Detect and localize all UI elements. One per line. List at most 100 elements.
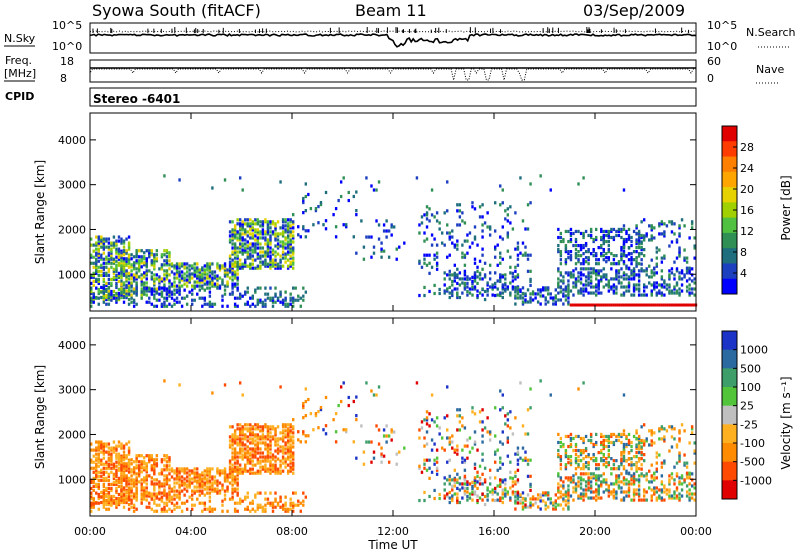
velocity-cell <box>650 429 653 433</box>
power-cell <box>678 226 681 230</box>
power-cell <box>281 240 285 244</box>
power-cell <box>562 281 565 285</box>
power-cell <box>572 293 575 297</box>
power-cell <box>90 255 93 259</box>
velocity-cell <box>458 428 462 432</box>
power-cell <box>616 303 619 307</box>
velocity-cell <box>655 490 658 494</box>
velocity-cell <box>259 471 262 475</box>
velocity-cell <box>163 474 166 478</box>
velocity-cell <box>120 464 123 468</box>
power-cell <box>640 245 643 250</box>
velocity-cell <box>559 503 563 507</box>
velocity-cell <box>579 496 583 500</box>
velocity-cell <box>284 465 287 469</box>
velocity-cell <box>175 473 179 477</box>
velocity-cell <box>206 491 209 495</box>
power-cell <box>236 246 239 250</box>
velocity-cell <box>271 425 275 429</box>
power-cell <box>589 271 593 275</box>
velocity-cell <box>191 493 194 497</box>
velocity-cell <box>544 501 547 505</box>
velocity-cell <box>228 469 232 473</box>
power-cell <box>322 223 325 227</box>
velocity-cell <box>130 488 133 492</box>
power-cell <box>203 298 207 302</box>
power-cell <box>595 258 598 262</box>
power-cell <box>125 257 128 261</box>
power-cell <box>241 188 244 192</box>
velocity-cell <box>191 469 194 473</box>
power-cell <box>100 263 103 267</box>
power-cell <box>491 283 494 287</box>
velocity-cell <box>249 471 252 475</box>
velocity-cell <box>668 425 671 429</box>
power-cell <box>642 293 646 297</box>
power-cell <box>690 267 694 271</box>
power-cell <box>355 213 358 217</box>
power-cell <box>231 228 234 232</box>
power-cell <box>143 292 146 296</box>
power-cell <box>342 223 345 227</box>
power-cell <box>678 248 681 252</box>
power-cell <box>600 279 603 283</box>
velocity-cell <box>471 490 474 494</box>
velocity-cell <box>529 482 532 486</box>
power-cell <box>196 276 199 280</box>
power-cell <box>97 296 100 300</box>
velocity-cell <box>494 434 497 438</box>
velocity-cell <box>241 441 244 445</box>
power-cell <box>110 292 113 296</box>
power-cell <box>567 229 570 234</box>
velocity-cell <box>185 479 189 483</box>
velocity-cell <box>115 500 118 505</box>
velocity-cell <box>446 414 449 418</box>
velocity-cell <box>97 501 100 505</box>
velocity-cell <box>97 486 100 491</box>
power-cell <box>102 239 106 243</box>
velocity-cell <box>143 456 146 460</box>
velocity-cell <box>574 459 578 463</box>
velocity-cell <box>600 450 603 455</box>
power-cell <box>595 227 598 232</box>
power-cell <box>680 269 684 273</box>
power-cell <box>435 211 439 215</box>
velocity-cell <box>476 494 479 498</box>
velocity-cell <box>122 488 126 492</box>
power-cell <box>640 303 643 307</box>
velocity-cell <box>292 465 295 469</box>
power-cell <box>231 284 234 288</box>
velocity-cell <box>238 467 242 471</box>
velocity-cell <box>347 395 350 400</box>
power-cell <box>448 285 451 290</box>
power-cell <box>355 251 358 255</box>
power-cell <box>223 264 227 268</box>
velocity-cell <box>90 442 93 446</box>
power-cell <box>435 263 439 267</box>
velocity-cell <box>238 463 242 467</box>
power-cell <box>286 250 290 254</box>
power-cell <box>115 285 118 290</box>
velocity-cell <box>130 462 133 466</box>
velocity-cell <box>276 425 280 429</box>
power-cell <box>271 232 275 236</box>
velocity-cell <box>584 434 588 439</box>
power-cell <box>132 298 136 302</box>
power-cell <box>435 243 439 247</box>
velocity-cell <box>274 431 277 435</box>
velocity-cell <box>201 481 204 485</box>
velocity-cell <box>645 437 648 441</box>
power-cell <box>471 281 474 286</box>
power-cell <box>231 236 234 240</box>
power-cell <box>120 263 123 267</box>
velocity-cell <box>201 473 204 477</box>
power-cell <box>145 286 148 290</box>
power-cell <box>286 258 290 262</box>
velocity-cell <box>635 465 638 469</box>
velocity-cell <box>117 498 121 503</box>
power-cell <box>120 253 123 257</box>
power-cell <box>125 289 128 293</box>
velocity-cell <box>595 498 598 502</box>
velocity-cell <box>453 484 456 488</box>
power-cell <box>130 283 133 287</box>
